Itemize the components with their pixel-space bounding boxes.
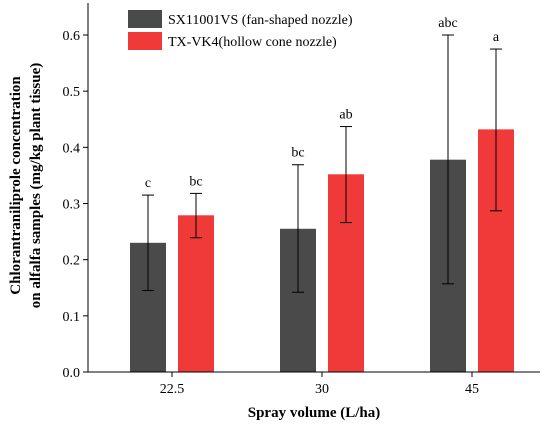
y-tick-label: 0.4 [63, 141, 81, 156]
x-axis-title: Spray volume (L/ha) [248, 405, 381, 421]
legend-label-hollow-cone-nozzle: TX-VK4(hollow cone nozzle) [168, 35, 337, 50]
significance-labels-layer: c bc abc bc ab a [145, 16, 500, 191]
error-bars-layer [142, 34, 502, 293]
significance-label: abc [438, 16, 457, 31]
y-ticks: 0.0 0.1 0.2 0.3 0.4 0.5 0.6 [63, 29, 88, 381]
legend-label-fan-nozzle: SX11001VS (fan-shaped nozzle) [168, 13, 353, 28]
y-axis-title-line-2: on alfalfa samples (mg/kg plant tissue) [28, 63, 44, 308]
significance-label: a [493, 30, 500, 45]
x-ticks: 22.5 30 45 [160, 372, 479, 397]
significance-label: bc [189, 174, 202, 189]
y-axis-title-line-1: Chlorantraniliprole concentration [8, 76, 24, 295]
y-tick-label: 0.1 [63, 310, 81, 325]
significance-label: bc [291, 146, 304, 161]
legend-swatch-hollow-cone-nozzle [128, 32, 162, 50]
x-tick-label: 30 [315, 382, 329, 397]
legend-swatch-fan-nozzle [128, 10, 162, 28]
legend: SX11001VS (fan-shaped nozzle) TX-VK4(hol… [128, 10, 353, 50]
y-tick-label: 0.0 [63, 366, 81, 381]
bars-layer [130, 129, 514, 372]
significance-label: c [145, 176, 151, 191]
x-tick-label: 22.5 [160, 382, 185, 397]
y-tick-label: 0.5 [63, 85, 81, 100]
y-tick-label: 0.3 [63, 198, 81, 213]
significance-label: ab [339, 108, 352, 123]
bar-hollow-cone-22-5 [178, 215, 214, 372]
y-tick-label: 0.2 [63, 254, 81, 269]
x-tick-label: 45 [465, 382, 479, 397]
y-tick-label: 0.6 [63, 29, 81, 44]
